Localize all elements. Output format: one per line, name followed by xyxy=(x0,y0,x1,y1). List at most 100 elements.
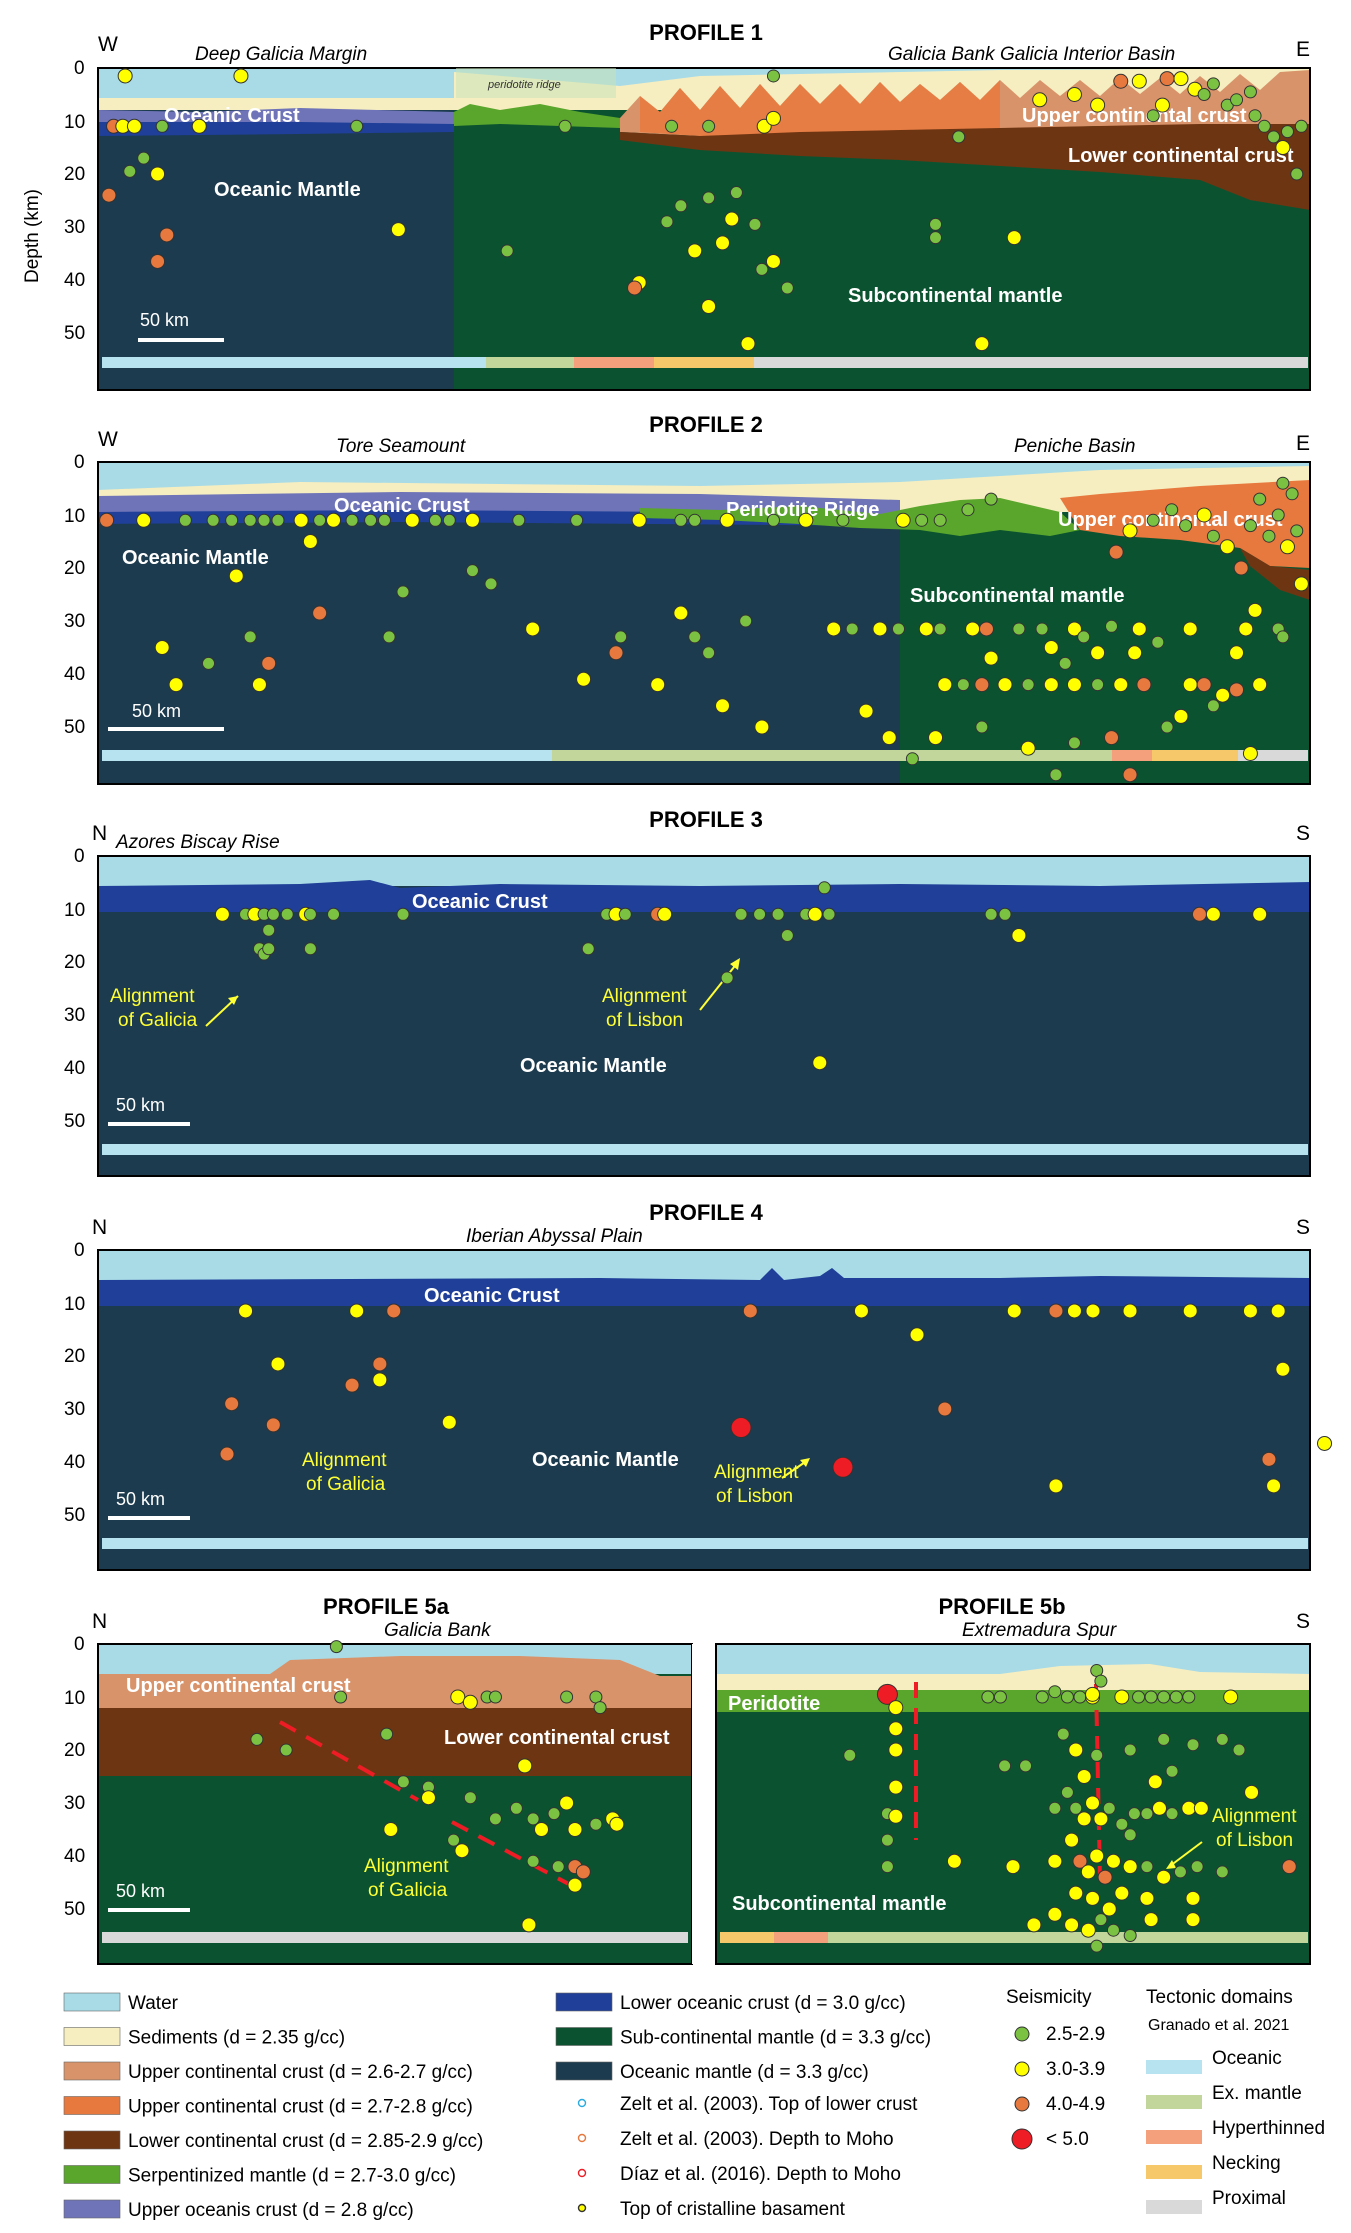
legend-label: Upper oceanis crust (d = 2.8 g/cc) xyxy=(128,2200,414,2221)
quake-m2-5 xyxy=(547,1807,561,1821)
quake-m2-5 xyxy=(981,1690,995,1704)
quake-m3 xyxy=(888,1742,904,1758)
legend-layers-column-1: Water Sediments (d = 2.35 g/cc) Upper cont… xyxy=(63,1992,483,2221)
quake-m3 xyxy=(1043,677,1059,693)
profile-3-left-direction: N xyxy=(92,822,107,845)
quake-m3 xyxy=(631,512,647,528)
quake-m3 xyxy=(1048,1478,1064,1494)
quake-m2-5 xyxy=(558,119,572,133)
scale-bar-label: 50 km xyxy=(132,701,181,721)
quake-m3 xyxy=(1101,1901,1117,1917)
domain-bar-oceanic xyxy=(102,750,552,761)
quake-m3 xyxy=(983,650,999,666)
quake-m3 xyxy=(454,1843,470,1859)
quake-m3 xyxy=(807,906,823,922)
profile-3: PROFILE 3 N S Azores Biscay Rise 50 km O… xyxy=(64,807,1311,1177)
profile-2-left-direction: W xyxy=(98,428,118,451)
quake-m2-5 xyxy=(1140,1807,1154,1821)
quake-m2-5 xyxy=(1123,1828,1137,1842)
quake-m3 xyxy=(673,605,689,621)
quake-m5 xyxy=(730,1417,752,1439)
quake-m3 xyxy=(576,671,592,687)
quake-m2-5 xyxy=(1206,77,1220,91)
lower-oceanic-crust-layer xyxy=(98,122,454,136)
quake-m3 xyxy=(1085,1686,1101,1702)
quake-m2-5 xyxy=(734,907,748,921)
annotation-alignment-lisbon-1: Alignment xyxy=(714,1462,799,1483)
quake-m2-5 xyxy=(1091,678,1105,692)
quake-m2-5 xyxy=(998,1759,1012,1773)
depth-tick: 40 xyxy=(64,1058,85,1079)
quake-m4 xyxy=(344,1377,360,1393)
quake-m3 xyxy=(372,1372,388,1388)
quake-m3 xyxy=(740,336,756,352)
quake-m2-5 xyxy=(1094,1674,1108,1688)
quake-m2-5 xyxy=(891,622,905,636)
legend-label: Water xyxy=(128,1993,179,2014)
profile-5a-title: PROFILE 5a xyxy=(323,1594,450,1619)
quake-m3 xyxy=(1122,523,1138,539)
quake-m3 xyxy=(1182,1303,1198,1319)
quake-m2-5 xyxy=(1182,1690,1196,1704)
legend-label: 2.5-2.9 xyxy=(1046,2024,1105,2045)
quake-m2-5 xyxy=(1294,119,1308,133)
quake-m3 xyxy=(1114,1689,1130,1705)
depth-tick: 30 xyxy=(64,611,85,632)
quake-m2-5 xyxy=(753,907,767,921)
legend-marker-dot xyxy=(577,2203,587,2213)
layer-label-lower-continental-crust: Lower continental crust xyxy=(444,1727,670,1749)
quake-m2-5 xyxy=(1140,1860,1154,1874)
profile-3-frame xyxy=(97,855,1311,1177)
quake-m2-5 xyxy=(1253,492,1267,506)
legend-domains: Oceanic Ex. mantle Hyperthinned Necking Prox… xyxy=(1146,2048,1325,2214)
quake-m2-5 xyxy=(303,942,317,956)
quake-m3 xyxy=(1139,1890,1155,1906)
layer-label-peridotite: Peridotite xyxy=(728,1693,820,1715)
profile-1-ticks: 0 10 20 30 40 50 xyxy=(64,58,85,344)
quake-m4 xyxy=(1159,71,1175,87)
depth-tick: 0 xyxy=(74,1240,85,1261)
quake-m2-5 xyxy=(880,1860,894,1874)
oceanic-crust-layer xyxy=(98,880,1310,912)
layer-label-subcontinental-mantle: Subcontinental mantle xyxy=(732,1893,946,1915)
quake-m3 xyxy=(191,118,207,134)
legend-label: Upper continental crust (d = 2.7-2.8 g/c… xyxy=(128,2097,473,2118)
quake-m3 xyxy=(754,719,770,735)
quake-m2-5 xyxy=(993,1690,1007,1704)
quake-m2-5 xyxy=(1105,619,1119,633)
quake-m4 xyxy=(159,227,175,243)
arrow-lisbon xyxy=(1169,1841,1203,1867)
quake-m2-5 xyxy=(396,907,410,921)
quake-m2-5 xyxy=(748,217,762,231)
depth-axis-label: Depth (km) xyxy=(22,189,43,283)
legend-label: Zelt et al. (2003). Top of lower crust xyxy=(620,2094,918,2115)
quake-m4 xyxy=(1136,677,1152,693)
quake-m4 xyxy=(312,605,328,621)
annotation-alignment-galicia-2: of Galicia xyxy=(118,1010,198,1031)
quake-m3 xyxy=(1089,1848,1105,1864)
depth-tick: 0 xyxy=(74,1634,85,1655)
quake-m3 xyxy=(214,906,230,922)
quake-m2-5 xyxy=(984,492,998,506)
arrow-galicia-head xyxy=(228,996,238,1005)
depth-tick: 10 xyxy=(64,506,85,527)
quake-m2-5 xyxy=(509,1801,523,1815)
quake-m2-5 xyxy=(1146,513,1160,527)
profile-1-seismicity xyxy=(101,68,1308,352)
legend-swatch xyxy=(63,2027,121,2046)
profile-5a-section: 50 km Upper continental crust Lower cont… xyxy=(97,1643,693,1965)
quake-m2-5 xyxy=(382,630,396,644)
quake-m2-5 xyxy=(1035,622,1049,636)
quake-m4 xyxy=(1191,906,1207,922)
quake-m3 xyxy=(1076,1769,1092,1784)
quake-m2-5 xyxy=(526,1812,540,1826)
legend-seismicity-dot xyxy=(1011,2128,1033,2150)
quake-m3 xyxy=(1152,1800,1167,1816)
quake-m2-5 xyxy=(1094,1913,1108,1927)
quake-m3 xyxy=(326,512,342,528)
quake-m3 xyxy=(420,1790,436,1806)
sediment-layer xyxy=(716,1664,1310,1692)
domain-bar-hyperthinned xyxy=(774,1932,828,1943)
quake-m2-5 xyxy=(1146,109,1160,123)
